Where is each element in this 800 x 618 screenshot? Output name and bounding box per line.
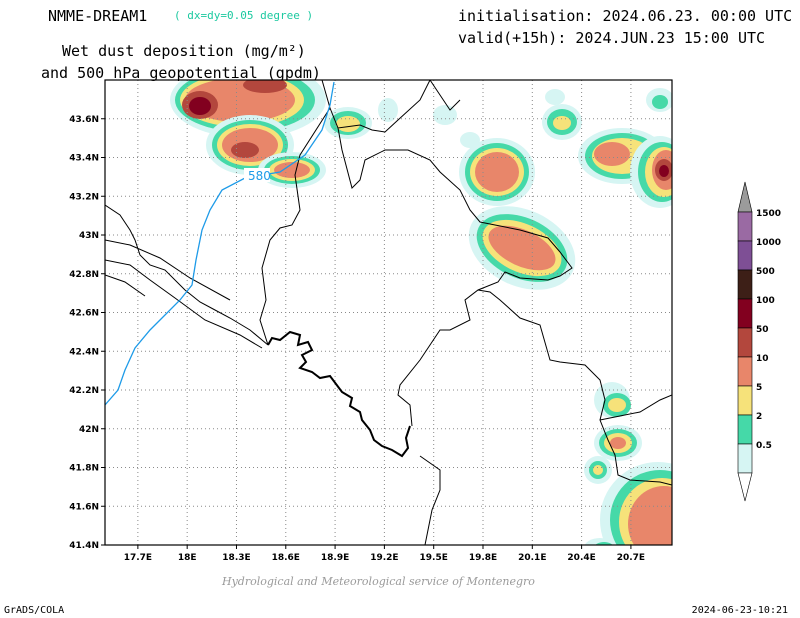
resolution-note: ( dx=dy=0.05 degree ): [174, 9, 314, 22]
lat-tick-label: 43.6N: [69, 115, 99, 125]
lat-tick-label: 42N: [79, 425, 99, 435]
lat-tick-label: 42.2N: [69, 386, 99, 396]
dust-blob: [584, 462, 672, 545]
colorbar-swatch: [737, 269, 753, 300]
product-subtitle: and 500 hPa geopotential (gpdm): [41, 64, 321, 82]
initialisation-time: initialisation: 2024.06.23. 00:00 UTC: [458, 7, 793, 25]
colorbar-swatch: [737, 298, 753, 329]
lon-tick-label: 18.3E: [222, 553, 250, 563]
dust-blob: [258, 152, 326, 188]
dust-field: [170, 80, 672, 545]
lat-tick-label: 43.2N: [69, 192, 99, 202]
dust-blob: [468, 206, 576, 290]
contour-label: 580: [248, 169, 271, 183]
valid-time: valid(+15h): 2024.JUN.23 15:00 UTC: [458, 29, 766, 47]
colorbar-level-label: 1500: [756, 209, 781, 219]
colorbar-swatch: [737, 443, 753, 474]
colorbar-level-label: 1000: [756, 238, 781, 248]
lon-tick-label: 18.9E: [321, 553, 349, 563]
graticule: [105, 80, 672, 546]
software-label: GrADS/COLA: [4, 605, 65, 616]
lon-tick-label: 17.7E: [124, 553, 152, 563]
lat-tick-label: 41.6N: [69, 502, 99, 512]
lat-tick-label: 42.6N: [69, 309, 99, 319]
colorbar-level-label: 500: [756, 267, 775, 277]
dust-blob: [542, 88, 672, 140]
lat-tick-label: 41.4N: [69, 541, 99, 551]
lon-tick-label: 19.2E: [370, 553, 398, 563]
product-title: Wet dust deposition (mg/m²): [62, 42, 306, 60]
lon-tick-label: 19.8E: [469, 553, 497, 563]
geopotential-contour-580: [105, 81, 335, 406]
contour-label-bg: [244, 168, 270, 182]
footer-credit: Hydrological and Meteorological service …: [222, 575, 535, 588]
lon-tick-label: 19.5E: [420, 553, 448, 563]
lat-tick-label: 41.8N: [69, 464, 99, 474]
colorbar-level-label: 50: [756, 325, 769, 335]
dust-blob: [584, 382, 642, 484]
boundaries: [105, 80, 672, 545]
dust-blob: [324, 98, 480, 148]
colorbar-level-label: 2: [756, 412, 762, 422]
dust-blob: [578, 128, 672, 208]
colorbar-level-label: 5: [756, 383, 762, 393]
lat-tick-label: 42.4N: [69, 347, 99, 357]
model-name: NMME-DREAM1: [48, 7, 148, 25]
colorbar-swatch: [737, 356, 753, 387]
colorbar-swatch: [737, 327, 753, 358]
lat-tick-label: 42.8N: [69, 270, 99, 280]
colorbar-swatch: [737, 414, 753, 445]
latitude-axis: 43.6N 43.4N 43.2N 43N 42.8N 42.6N 42.4N 42.2N 42…: [69, 115, 105, 551]
lon-tick-label: 20.7E: [617, 553, 645, 563]
lon-tick-label: 18E: [178, 553, 197, 563]
lon-tick-label: 18.6E: [272, 553, 300, 563]
lat-tick-label: 43N: [79, 231, 99, 241]
colorbar-swatch: [737, 385, 753, 416]
colorbar: 1500 1000 500 100 50 10 5 2 0.5: [737, 181, 781, 502]
lon-tick-label: 20.1E: [518, 553, 546, 563]
colorbar-level-label: 10: [756, 354, 769, 364]
lat-tick-label: 43.4N: [69, 154, 99, 164]
coastline: [267, 330, 411, 458]
colorbar-under-arrow: [737, 472, 753, 502]
lon-tick-label: 20.4E: [567, 553, 595, 563]
longitude-axis: 17.7E 18E 18.3E 18.6E 18.9E 19.2E 19.5E 19.8E 20…: [124, 545, 645, 563]
colorbar-level-label: 0.5: [756, 441, 772, 451]
dust-blob: [170, 80, 326, 138]
timestamp-label: 2024-06-23-10:21: [691, 605, 788, 616]
country-border: [105, 80, 672, 545]
colorbar-level-label: 100: [756, 296, 775, 306]
colorbar-swatch: [737, 240, 753, 271]
colorbar-swatch: [737, 211, 753, 242]
colorbar-over-arrow: [737, 181, 753, 213]
